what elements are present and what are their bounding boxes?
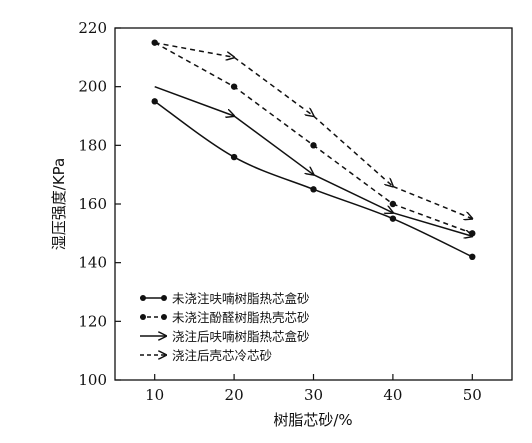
x-tick-label: 20 bbox=[225, 386, 244, 404]
y-tick-label: 180 bbox=[78, 136, 107, 154]
legend-marker bbox=[140, 314, 146, 320]
y-tick-label: 140 bbox=[78, 254, 107, 272]
data-point bbox=[469, 253, 476, 260]
y-tick-label: 200 bbox=[78, 78, 107, 96]
series-segment bbox=[392, 185, 472, 218]
x-tick-label: 30 bbox=[304, 386, 323, 404]
x-tick-label: 40 bbox=[383, 386, 402, 404]
series-segment bbox=[233, 56, 313, 116]
legend-item: 未浇注酚醛树脂热壳芯砂 bbox=[140, 310, 310, 325]
legend: 未浇注呋喃树脂热芯盒砂未浇注酚醛树脂热壳芯砂浇注后呋喃树脂热芯盒砂浇注后壳芯冷芯… bbox=[140, 291, 310, 363]
series-segment bbox=[313, 115, 393, 186]
series-3 bbox=[154, 85, 473, 237]
series-4 bbox=[154, 41, 473, 219]
data-point bbox=[389, 215, 397, 222]
legend-marker bbox=[140, 295, 146, 301]
x-axis-ticks: 10 20 30 40 50 bbox=[145, 374, 482, 404]
legend-marker bbox=[161, 314, 167, 320]
x-axis-label: 树脂芯砂/% bbox=[273, 411, 352, 429]
plot-frame bbox=[114, 27, 513, 381]
y-axis-label: 湿压强度/KPa bbox=[50, 158, 68, 250]
legend-label: 未浇注呋喃树脂热芯盒砂 bbox=[172, 291, 310, 306]
legend-marker bbox=[161, 295, 167, 301]
x-tick-label: 10 bbox=[145, 386, 164, 404]
legend-item: 未浇注呋喃树脂热芯盒砂 bbox=[140, 291, 310, 306]
series-segment bbox=[154, 85, 234, 116]
data-point bbox=[310, 186, 317, 193]
series-line bbox=[154, 42, 473, 235]
data-point bbox=[389, 200, 397, 208]
y-tick-label: 100 bbox=[78, 371, 107, 389]
legend-label: 未浇注酚醛树脂热壳芯砂 bbox=[172, 310, 310, 325]
series-segment bbox=[313, 173, 393, 213]
series-layer bbox=[151, 39, 476, 260]
data-point bbox=[151, 98, 158, 105]
series-line bbox=[154, 100, 473, 258]
legend-item: 浇注后呋喃树脂热芯盒砂 bbox=[140, 329, 310, 344]
y-tick-label: 160 bbox=[78, 195, 107, 213]
series-segment bbox=[154, 41, 234, 58]
x-tick-label: 50 bbox=[463, 386, 482, 404]
legend-label: 浇注后呋喃树脂热芯盒砂 bbox=[172, 329, 310, 344]
legend-item: 浇注后壳芯冷芯砂 bbox=[140, 348, 272, 363]
series-2 bbox=[151, 39, 476, 237]
legend-label: 浇注后壳芯冷芯砂 bbox=[172, 348, 272, 363]
series-1 bbox=[151, 98, 476, 260]
data-point bbox=[230, 83, 238, 90]
series-segment bbox=[392, 212, 472, 236]
data-point bbox=[310, 142, 317, 149]
data-point bbox=[230, 153, 238, 161]
y-axis-ticks: 100 120 140 160 180 200 220 bbox=[78, 19, 121, 389]
y-tick-label: 120 bbox=[78, 312, 107, 330]
y-tick-label: 220 bbox=[78, 19, 107, 37]
series-segment bbox=[233, 115, 313, 175]
